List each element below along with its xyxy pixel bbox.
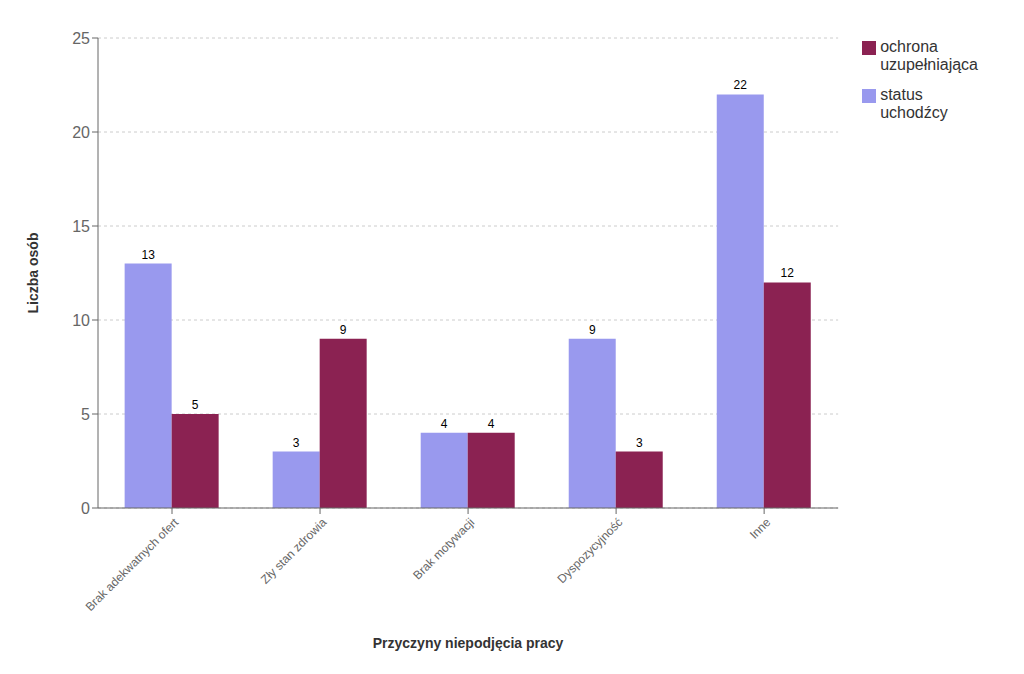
svg-text:15: 15 bbox=[72, 218, 90, 235]
svg-text:Przyczyny niepodjęcia pracy: Przyczyny niepodjęcia pracy bbox=[373, 635, 564, 651]
svg-text:10: 10 bbox=[72, 312, 90, 329]
svg-text:3: 3 bbox=[636, 436, 643, 450]
svg-text:Inne: Inne bbox=[747, 515, 774, 542]
svg-text:3: 3 bbox=[293, 436, 300, 450]
svg-text:9: 9 bbox=[589, 323, 596, 337]
svg-text:Dyspozycyjność: Dyspozycyjność bbox=[555, 515, 626, 586]
svg-text:4: 4 bbox=[488, 417, 495, 431]
svg-text:0: 0 bbox=[81, 500, 90, 517]
svg-text:22: 22 bbox=[734, 78, 748, 92]
svg-text:Zły stan zdrowia: Zły stan zdrowia bbox=[258, 515, 329, 586]
svg-text:Liczba osób: Liczba osób bbox=[25, 233, 41, 314]
svg-text:13: 13 bbox=[141, 248, 155, 262]
html-text:ochrona uzupełniająca: ochrona uzupełniająca bbox=[880, 38, 978, 73]
svg-text:4: 4 bbox=[441, 417, 448, 431]
html-text:status uchodźcy: status uchodźcy bbox=[880, 86, 948, 121]
svg-text:12: 12 bbox=[781, 266, 795, 280]
svg-text:9: 9 bbox=[340, 323, 347, 337]
svg-text:Brak motywacji: Brak motywacji bbox=[410, 515, 477, 582]
svg-text:20: 20 bbox=[72, 124, 90, 141]
svg-text:5: 5 bbox=[192, 398, 199, 412]
svg-text:25: 25 bbox=[72, 30, 90, 47]
svg-text:Brak adekwatnych ofert: Brak adekwatnych ofert bbox=[83, 515, 182, 614]
svg-text:5: 5 bbox=[81, 406, 90, 423]
